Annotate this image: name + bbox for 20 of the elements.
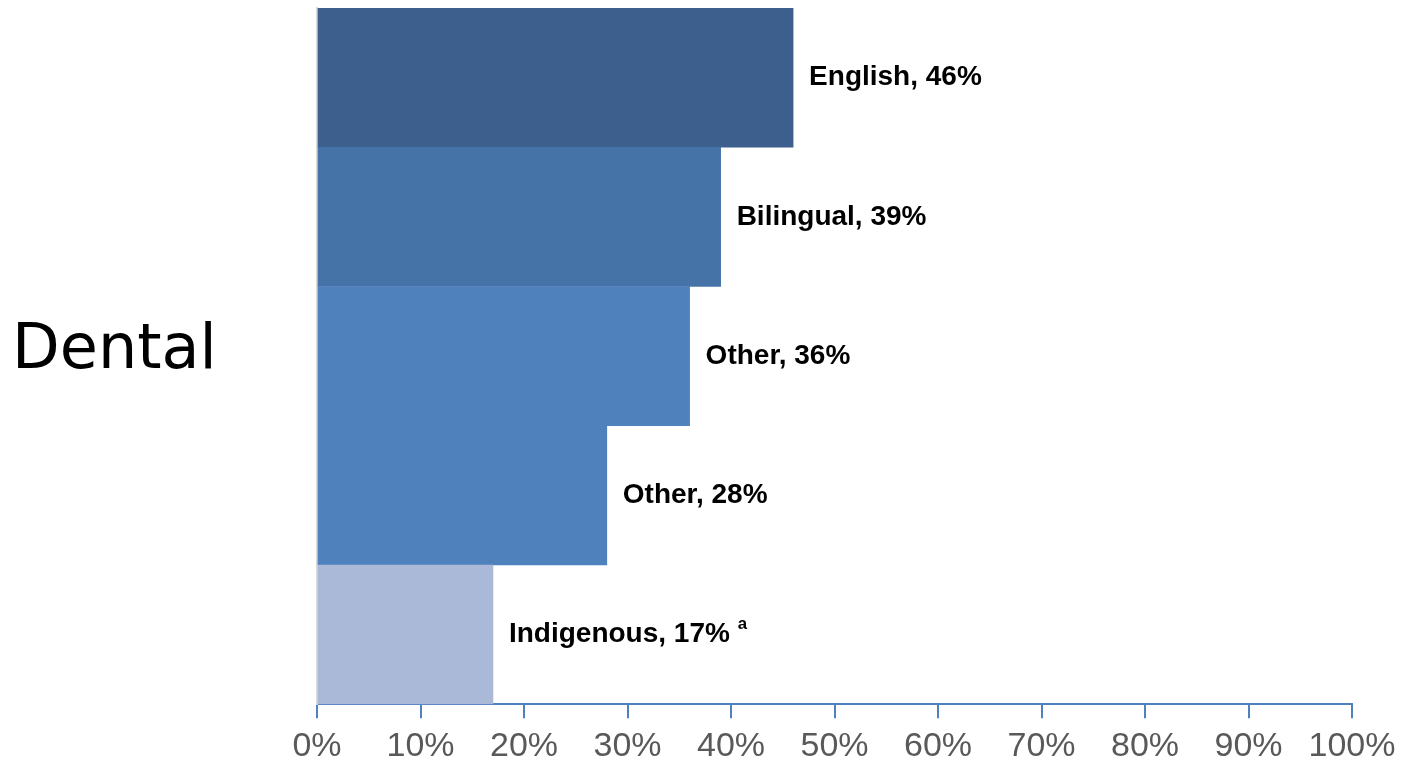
bar (317, 8, 794, 148)
data-label: Other, 28% (622, 478, 768, 510)
x-tick-label: 10% (386, 724, 455, 763)
x-tick-label: 40% (696, 724, 766, 763)
x-tick-label: 0% (292, 724, 342, 763)
x-tick-label: 100% (1308, 724, 1396, 763)
data-label: Bilingual, 39% (736, 199, 927, 231)
data-label: English, 46% (809, 60, 982, 92)
data-label: Indigenous, 17% a (508, 614, 748, 649)
x-tick-label: 70% (1007, 724, 1076, 763)
x-tick-label: 30% (593, 724, 662, 763)
x-tick-label: 80% (1110, 724, 1180, 763)
x-tick-label: 20% (489, 724, 559, 763)
x-tick-label: 60% (903, 724, 973, 763)
x-tick-label: 50% (800, 724, 869, 763)
bar (317, 564, 494, 705)
x-tick-label: 90% (1214, 724, 1283, 763)
y-axis-title: Dental (12, 310, 217, 383)
data-label: Other, 36% (705, 338, 851, 370)
bar (317, 146, 721, 287)
